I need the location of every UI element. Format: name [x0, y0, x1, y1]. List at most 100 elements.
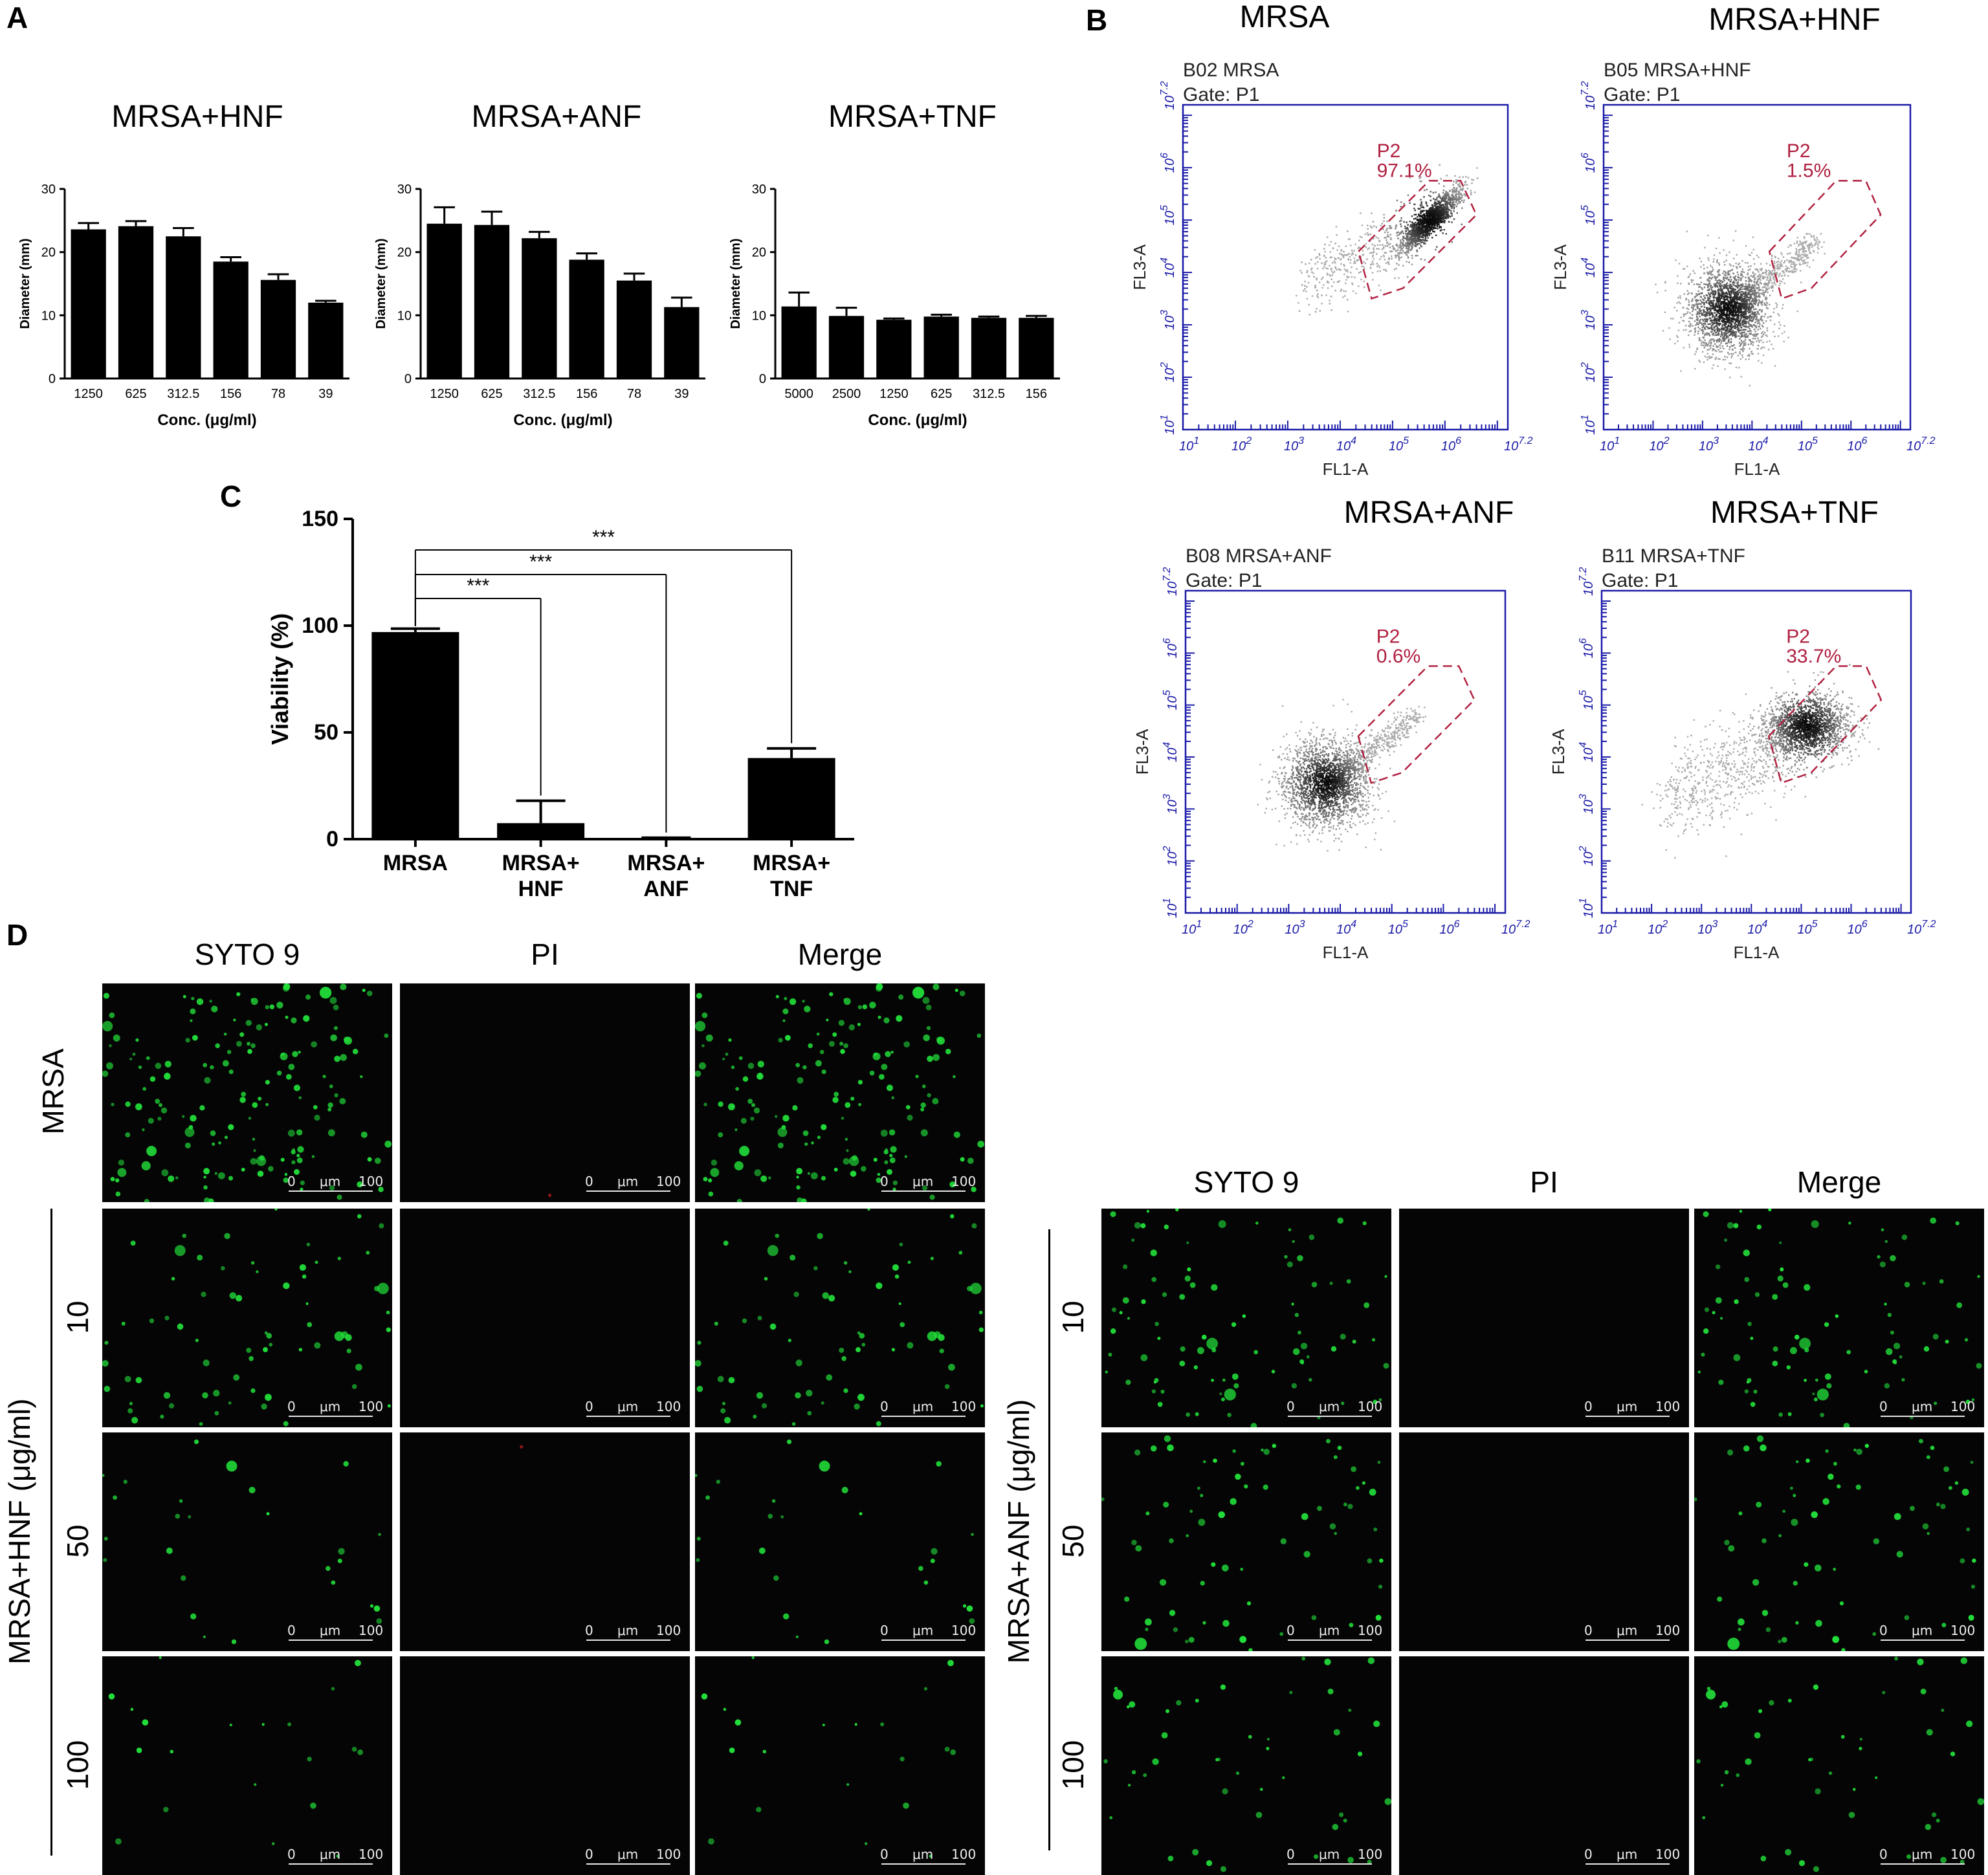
y-axis-label: FL3-A	[1130, 244, 1149, 290]
flow-event	[1347, 271, 1348, 272]
flow-event	[1426, 203, 1427, 204]
flow-event	[1373, 252, 1374, 253]
flow-event	[1322, 268, 1323, 269]
flow-event	[1781, 281, 1782, 282]
flow-event	[1448, 203, 1449, 204]
flow-event	[1343, 291, 1344, 292]
flow-event	[1705, 297, 1706, 298]
flow-event	[1766, 302, 1767, 303]
flow-event	[1752, 324, 1754, 325]
flow-event	[1458, 195, 1459, 197]
flow-event	[1752, 342, 1754, 343]
flow-event	[1417, 241, 1418, 242]
flow-event	[1403, 246, 1404, 247]
flow-event	[1437, 206, 1439, 208]
flow-event	[1459, 182, 1460, 184]
flow-event	[1754, 315, 1755, 316]
flow-event	[1694, 353, 1695, 355]
flow-event	[1468, 177, 1469, 178]
chart-title: MRSA+HNF	[111, 100, 283, 134]
flow-event	[1382, 248, 1383, 250]
flow-event	[1701, 330, 1702, 331]
flow-event	[1754, 281, 1755, 283]
flow-event	[1442, 200, 1443, 201]
flow-event	[1727, 326, 1728, 327]
flow-event	[1437, 228, 1438, 229]
flow-event	[1716, 356, 1717, 358]
flow-event	[1431, 226, 1432, 228]
x-tick-label: TNF	[770, 877, 813, 901]
flow-event	[1427, 233, 1428, 234]
x-tick-label: HNF	[518, 877, 564, 901]
flow-event	[1446, 204, 1447, 206]
flow-event	[1430, 233, 1431, 234]
flow-event	[1701, 327, 1703, 328]
flow-event	[1749, 254, 1750, 256]
flow-event	[1771, 258, 1773, 259]
flow-event	[1685, 329, 1686, 331]
flow-event	[1732, 282, 1733, 283]
flow-event	[1719, 358, 1720, 360]
flow-event	[1697, 331, 1699, 332]
flow-event	[1732, 239, 1734, 241]
flow-event	[1379, 267, 1380, 268]
flow-event	[1363, 261, 1364, 263]
flow-event	[1411, 248, 1412, 249]
flow-event	[1412, 243, 1413, 245]
flow-event	[1390, 237, 1391, 239]
flow-event	[1396, 263, 1397, 264]
flow-event	[1350, 245, 1351, 246]
flow-event	[1424, 190, 1425, 191]
flow-event	[1693, 306, 1694, 307]
flow-event	[1787, 253, 1788, 254]
flow-event	[1366, 258, 1367, 259]
flow-event	[1325, 294, 1327, 296]
bar	[427, 224, 462, 378]
flow-event	[1757, 338, 1758, 339]
flow-event	[1718, 296, 1719, 298]
bar	[1019, 318, 1054, 378]
x-tick-label: 104	[1748, 435, 1768, 454]
bar	[971, 318, 1006, 378]
flow-event	[1701, 292, 1703, 294]
flow-event	[1444, 216, 1446, 217]
y-tick-label: 10	[397, 309, 412, 323]
flow-event	[1691, 293, 1692, 294]
flow-event	[1378, 240, 1380, 241]
flow-event	[1728, 325, 1729, 327]
flow-event	[1758, 287, 1760, 288]
flow-event	[1708, 356, 1710, 357]
flow-event	[1413, 230, 1414, 231]
flow-event	[1372, 272, 1373, 273]
flow-event	[1763, 347, 1765, 348]
flow-event	[1301, 272, 1302, 273]
flow-event	[1740, 358, 1741, 360]
flow-event	[1720, 336, 1721, 337]
flow-event	[1422, 237, 1424, 238]
flow-event	[1317, 268, 1318, 269]
flow-event	[1409, 203, 1410, 204]
flow-event	[1373, 263, 1374, 265]
flow-event	[1412, 223, 1413, 224]
flow-event	[1799, 263, 1800, 264]
flow-event	[1454, 190, 1455, 192]
flow-event	[1729, 334, 1730, 336]
x-axis-label: Conc. (μg/ml)	[513, 411, 612, 429]
flow-event	[1686, 265, 1688, 267]
flow-event	[1320, 310, 1321, 311]
flow-event	[1355, 254, 1356, 256]
flow-event	[1688, 302, 1690, 303]
flow-event	[1360, 236, 1361, 237]
flow-event	[1327, 281, 1328, 283]
flow-event	[1434, 225, 1435, 226]
flow-event	[1756, 348, 1758, 349]
bar	[748, 758, 835, 839]
y-tick-label: 10	[752, 309, 766, 323]
flow-event	[1397, 250, 1398, 251]
flow-event	[1400, 206, 1402, 207]
x-tick-label: 156	[1026, 387, 1047, 401]
flow-event	[1408, 230, 1409, 232]
flow-event	[1767, 327, 1768, 329]
